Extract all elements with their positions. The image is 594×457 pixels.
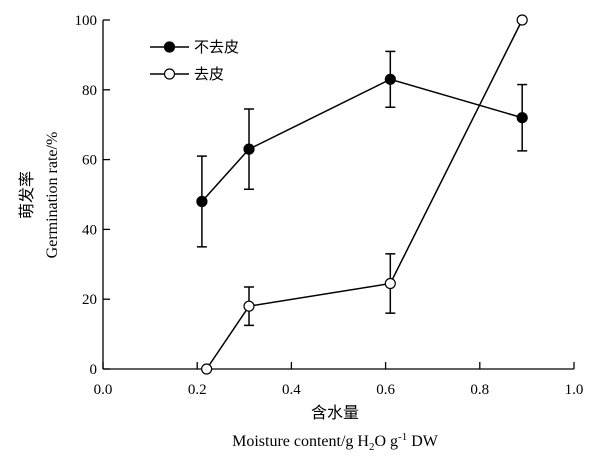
x-tick-label: 0.2	[188, 382, 207, 398]
series-1	[196, 50, 528, 248]
series-2	[201, 14, 528, 375]
legend-label: 不去皮	[194, 39, 239, 56]
y-tick-label: 20	[82, 292, 97, 308]
y-tick-label: 40	[82, 222, 97, 238]
y-tick-label: 60	[82, 153, 97, 169]
x-axis-title-suffix: DW	[407, 433, 439, 450]
data-point	[384, 277, 396, 290]
series-line	[205, 19, 523, 370]
x-tick-label: 0.0	[94, 382, 113, 398]
x-axis-title-subscript: 2	[369, 441, 375, 453]
y-tick-label: 80	[82, 83, 97, 99]
data-point	[243, 143, 255, 155]
legend-marker	[163, 41, 176, 53]
series-layer	[196, 14, 528, 375]
series-line	[201, 78, 523, 202]
y-tick-label: 0	[90, 362, 98, 378]
y-axis-title-cn: 萌发率	[18, 171, 36, 219]
legend-marker	[163, 68, 176, 80]
x-axis-title-mid: O g	[374, 433, 398, 450]
axes	[102, 20, 574, 370]
x-axis-title-superscript: -1	[398, 431, 407, 443]
data-point	[243, 300, 255, 312]
y-axis-title-en: Germination rate/%	[44, 132, 61, 259]
x-tick-label: 1.0	[565, 382, 584, 398]
data-point	[196, 195, 208, 208]
data-point	[516, 112, 528, 124]
y-tick-label: 100	[75, 13, 98, 29]
x-axis-title-en: Moisture content/g H2O g-1 DW	[232, 431, 439, 453]
x-tick-label: 0.6	[376, 382, 395, 398]
x-axis-title-prefix: Moisture content/g H	[232, 433, 369, 450]
data-point	[384, 73, 396, 85]
legend-label: 去皮	[194, 66, 224, 83]
data-point	[201, 363, 213, 375]
ticks: 0.0 0.2 0.4 0.6 0.8 1.0 0 20 40 60 80 100	[75, 13, 584, 398]
x-axis-title-cn: 含水量	[311, 404, 359, 422]
x-tick-label: 0.4	[282, 382, 301, 398]
x-tick-label: 0.8	[470, 382, 489, 398]
data-point	[516, 14, 528, 26]
